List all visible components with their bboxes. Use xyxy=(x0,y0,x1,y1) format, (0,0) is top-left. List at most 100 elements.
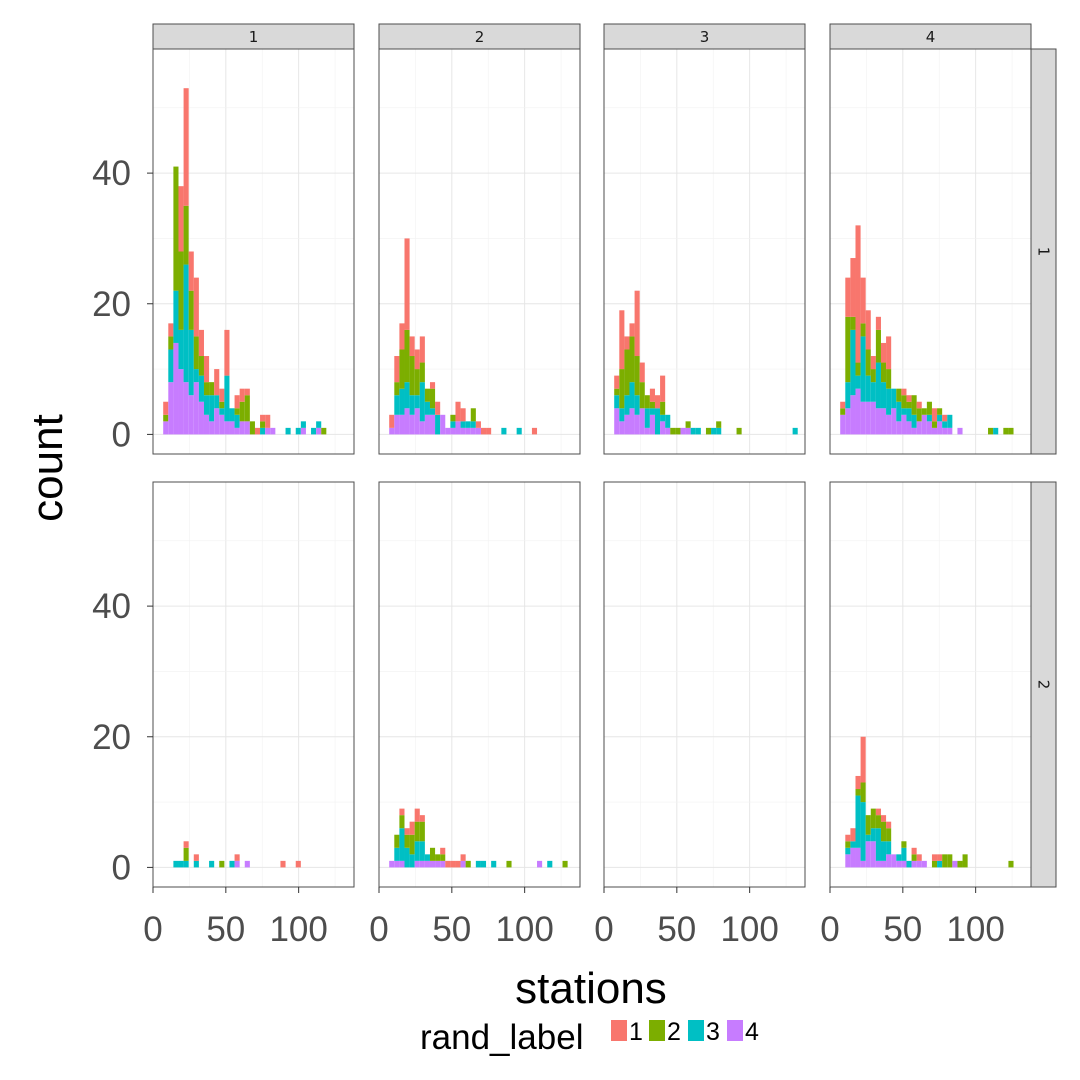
bar-segment-label-1 xyxy=(624,336,630,350)
bar-segment-label-4 xyxy=(875,860,881,868)
histogram-bars xyxy=(840,225,1014,435)
bar-segment-label-2 xyxy=(450,414,456,422)
bar-segment-label-4 xyxy=(234,427,240,435)
histogram-bars xyxy=(389,238,538,435)
bar-segment-label-4 xyxy=(203,414,210,435)
bar-segment-label-3 xyxy=(424,854,430,861)
x-tick-label: 100 xyxy=(269,910,327,949)
bar-segment-label-2 xyxy=(875,329,881,363)
bar-segment-label-4 xyxy=(957,427,963,435)
bar-segment-label-4 xyxy=(629,408,635,435)
bar-segment-label-4 xyxy=(896,421,902,435)
bar-segment-label-2 xyxy=(860,782,866,803)
bar-segment-label-3 xyxy=(409,395,415,415)
bar-segment-label-4 xyxy=(435,860,441,868)
bar-segment-label-3 xyxy=(419,841,425,861)
bar-segment-label-3 xyxy=(470,421,476,428)
y-tick-label: 40 xyxy=(92,154,131,193)
bar-segment-label-4 xyxy=(680,427,686,435)
bar-segment-label-1 xyxy=(860,277,866,324)
bar-segment-label-1 xyxy=(475,421,481,428)
bar-segment-label-3 xyxy=(937,860,943,868)
bar-segment-label-1 xyxy=(460,854,466,861)
bar-segment-label-2 xyxy=(649,401,655,409)
column-strip-bg xyxy=(378,23,581,50)
bar-segment-label-2 xyxy=(394,834,400,848)
row-strip-label: 2 xyxy=(1035,680,1053,690)
bar-segment-label-3 xyxy=(480,860,487,868)
bar-segment-label-2 xyxy=(404,329,410,383)
bar-segment-label-4 xyxy=(880,408,887,435)
row-strip-2: 2 xyxy=(1030,481,1057,888)
bar-segment-label-3 xyxy=(501,427,507,435)
bar-segment-label-1 xyxy=(845,277,851,317)
bar-segment-label-1 xyxy=(404,238,410,330)
bar-segment-label-3 xyxy=(942,421,948,428)
bar-segment-label-1 xyxy=(619,310,625,370)
row-strip-label: 1 xyxy=(1035,247,1053,257)
bar-segment-label-2 xyxy=(470,408,476,422)
bar-segment-label-1 xyxy=(875,808,881,816)
bar-segment-label-4 xyxy=(639,408,645,435)
bar-segment-label-2 xyxy=(937,408,943,415)
bar-segment-label-3 xyxy=(711,427,717,435)
x-tick-label: 50 xyxy=(432,910,471,949)
bar-segment-label-3 xyxy=(173,860,179,868)
bar-segment-label-2 xyxy=(705,427,712,435)
bar-segment-label-2 xyxy=(178,251,184,330)
histogram-bars xyxy=(173,841,301,868)
bar-segment-label-2 xyxy=(414,821,420,842)
bar-segment-label-1 xyxy=(193,277,199,337)
bar-segment-label-4 xyxy=(399,414,405,435)
panel-border xyxy=(378,481,581,888)
legend-key xyxy=(611,1020,627,1041)
bar-segment-label-4 xyxy=(455,421,461,435)
bar-segment-label-4 xyxy=(880,860,887,868)
bar-segment-label-4 xyxy=(911,427,917,435)
x-tick-label: 100 xyxy=(946,910,1004,949)
bar-segment-label-3 xyxy=(880,841,887,861)
bar-segment-label-1 xyxy=(404,828,410,835)
bar-segment-label-1 xyxy=(886,821,892,829)
bar-segment-label-1 xyxy=(942,414,948,422)
bar-segment-label-1 xyxy=(414,808,420,822)
bar-segment-label-2 xyxy=(183,847,189,861)
bar-segment-label-4 xyxy=(244,421,250,435)
bar-segment-label-3 xyxy=(193,860,199,868)
bar-segment-label-2 xyxy=(244,395,250,422)
bar-segment-label-4 xyxy=(644,427,650,435)
bar-segment-label-1 xyxy=(845,834,851,842)
bar-segment-label-3 xyxy=(229,408,235,422)
bar-segment-label-4 xyxy=(921,860,927,868)
bar-segment-label-4 xyxy=(901,414,907,435)
bar-segment-label-1 xyxy=(901,388,907,396)
panel-border xyxy=(152,48,355,455)
x-tick-label: 100 xyxy=(720,910,778,949)
bar-segment-label-3 xyxy=(516,427,522,435)
bar-segment-label-1 xyxy=(931,854,938,861)
bar-segment-label-2 xyxy=(249,421,255,435)
bar-segment-label-4 xyxy=(445,427,451,435)
bar-segment-label-4 xyxy=(942,427,948,435)
bar-segment-label-2 xyxy=(168,336,174,350)
bar-segment-label-2 xyxy=(440,854,446,861)
bar-segment-label-2 xyxy=(942,854,948,868)
y-tick-label: 20 xyxy=(92,285,131,324)
bar-segment-label-2 xyxy=(947,854,953,868)
bar-segment-label-2 xyxy=(988,427,994,435)
panel-border xyxy=(152,481,355,888)
bar-segment-label-3 xyxy=(865,834,871,842)
bar-segment-label-3 xyxy=(219,408,225,415)
x-tick-label: 0 xyxy=(820,910,839,949)
bar-segment-label-4 xyxy=(198,401,204,435)
legend-label: 1 xyxy=(629,1018,643,1046)
bar-segment-label-4 xyxy=(244,860,250,868)
bar-segment-label-2 xyxy=(906,401,912,409)
bar-segment-label-3 xyxy=(229,860,235,868)
bar-segment-label-1 xyxy=(440,847,446,855)
bar-segment-label-4 xyxy=(450,427,456,435)
bar-segment-label-3 xyxy=(460,421,466,428)
panel-row1-col4 xyxy=(829,48,1032,455)
bar-segment-label-2 xyxy=(1003,427,1009,435)
histogram-bars xyxy=(163,88,327,435)
